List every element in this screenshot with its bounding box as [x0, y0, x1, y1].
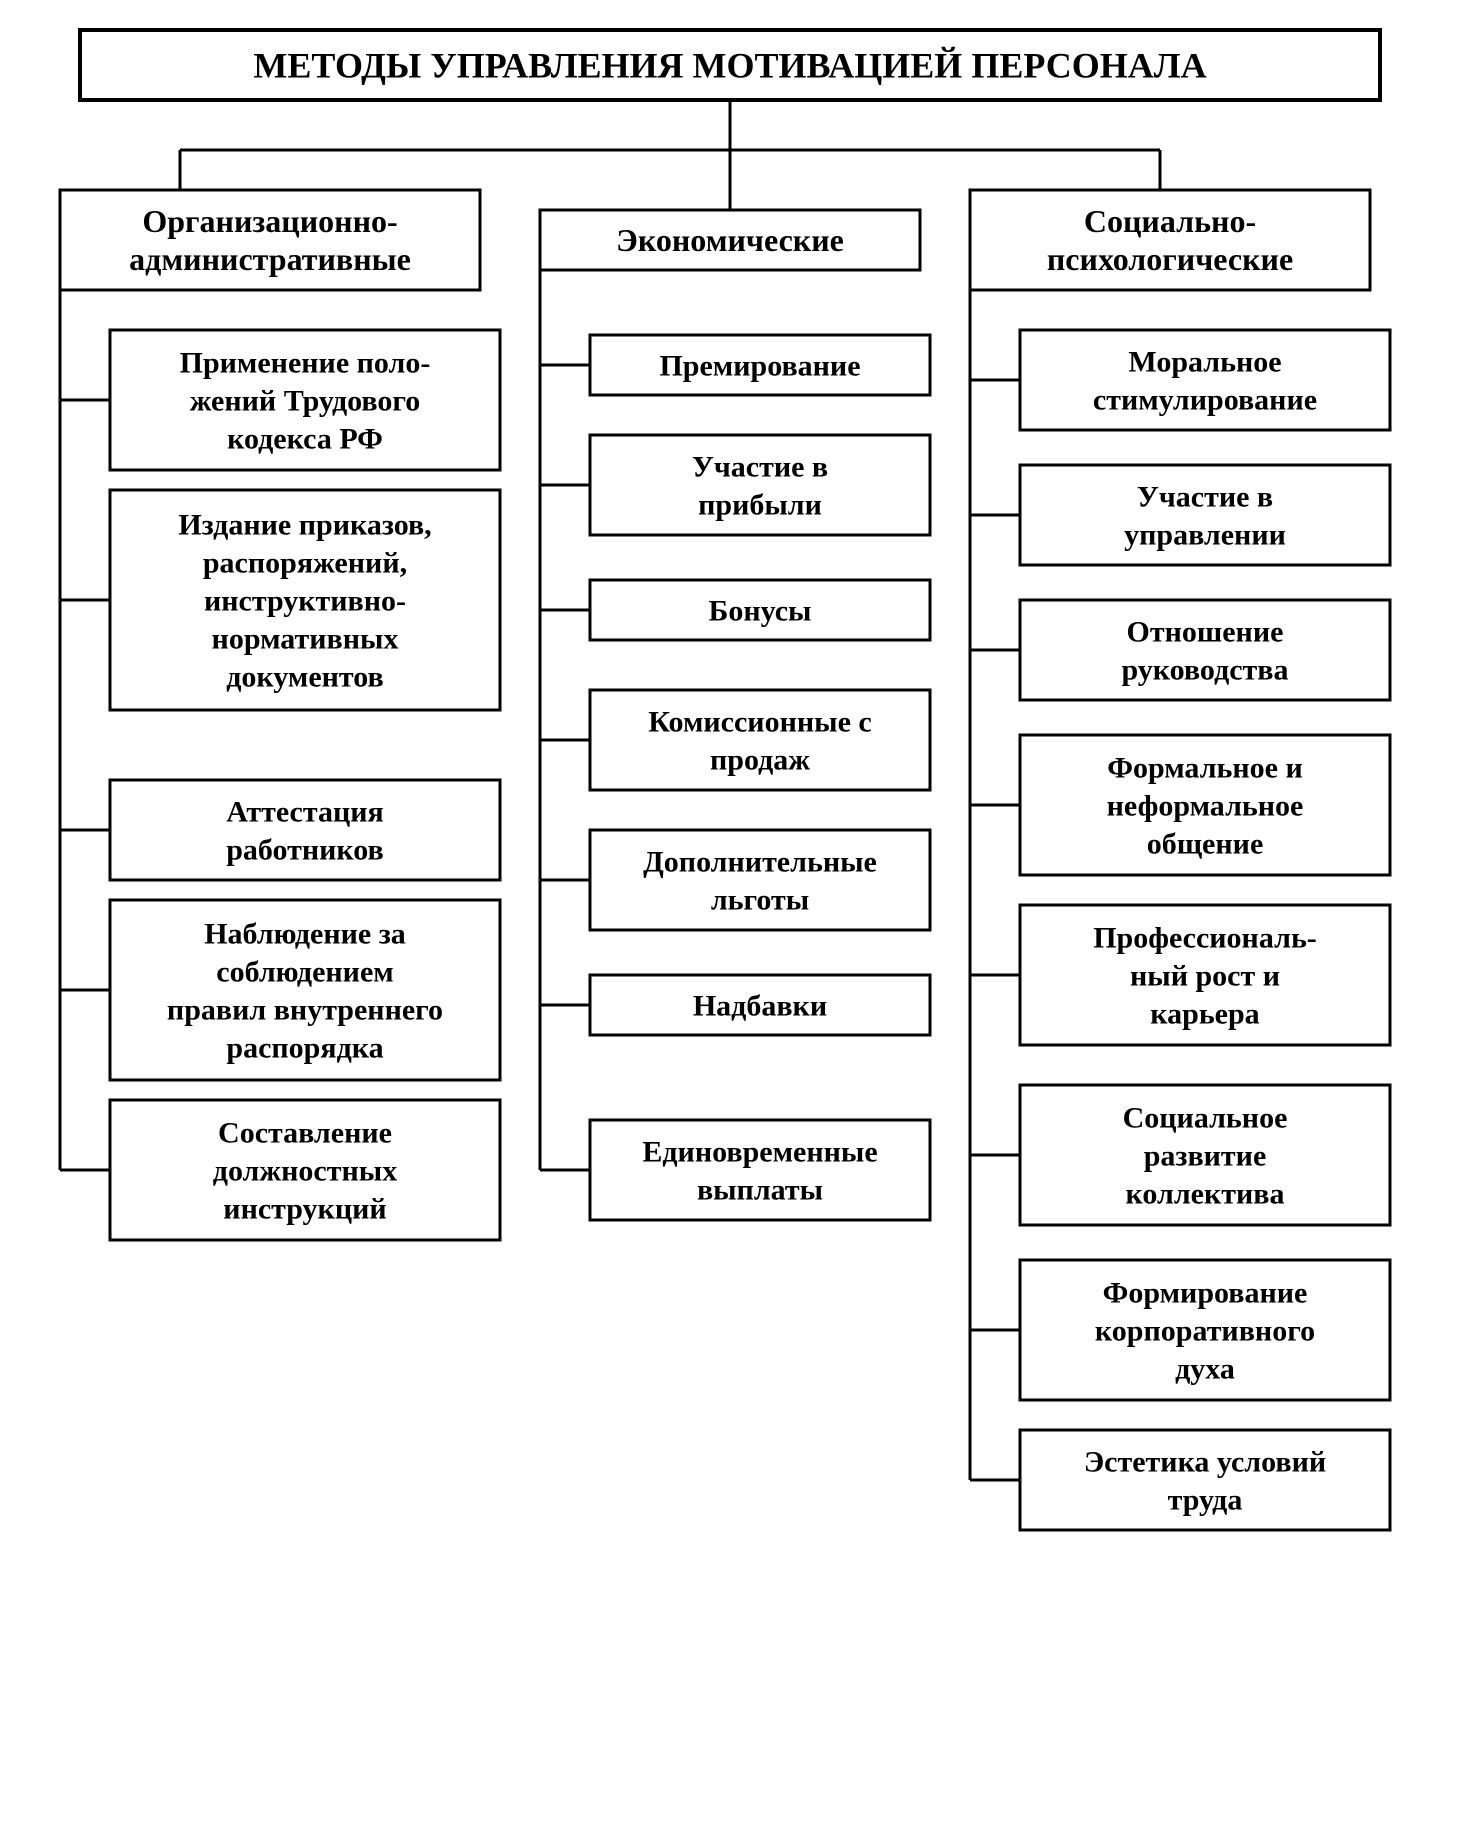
item-admin-4-text: Составлениедолжностныхинструкций: [213, 1117, 397, 1226]
item-economic-5-text: Надбавки: [693, 990, 827, 1023]
item-economic-2-text: Бонусы: [709, 595, 812, 628]
item-economic-0-text: Премирование: [659, 350, 860, 383]
item-social-5-text: Социальноеразвитиеколлектива: [1123, 1102, 1288, 1211]
header-economic-text: Экономические: [616, 222, 844, 258]
motivation-methods-diagram: МЕТОДЫ УПРАВЛЕНИЯ МОТИВАЦИЕЙ ПЕРСОНАЛАОр…: [0, 0, 1463, 1832]
title-text: МЕТОДЫ УПРАВЛЕНИЯ МОТИВАЦИЕЙ ПЕРСОНАЛА: [253, 46, 1206, 86]
